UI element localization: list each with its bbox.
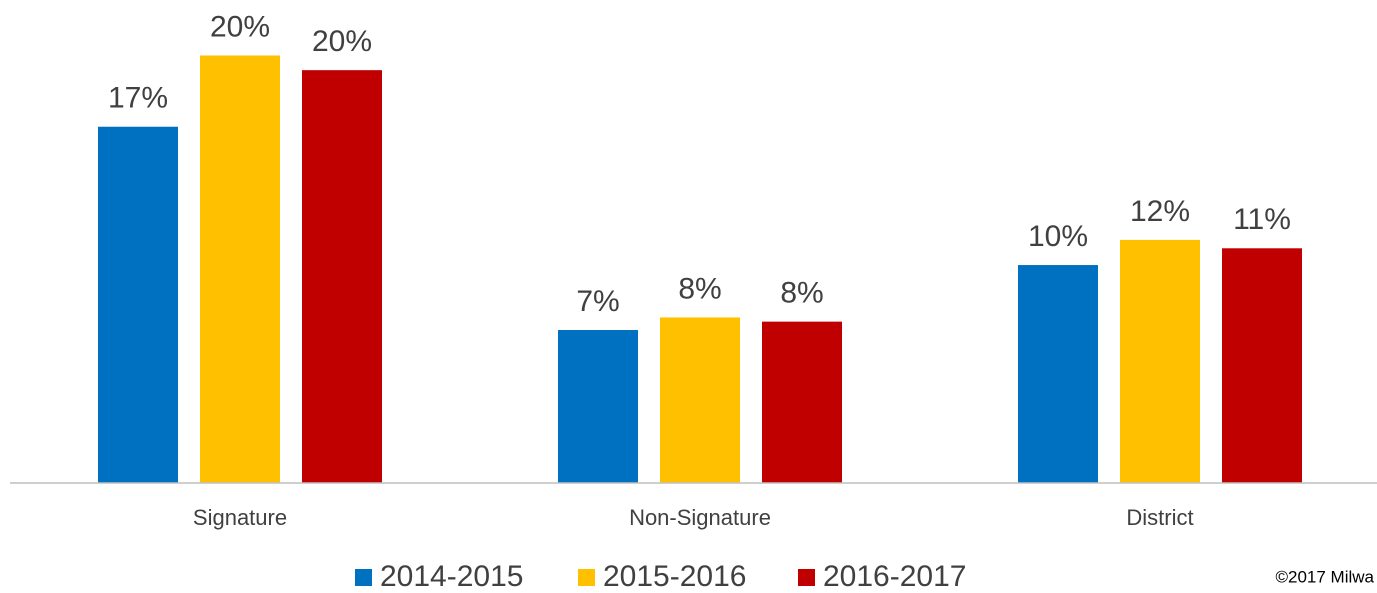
legend-swatch (578, 569, 595, 586)
x-tick-label: Signature (193, 505, 287, 530)
value-label: 10% (1028, 220, 1088, 253)
legend-label: 2014-2015 (380, 560, 523, 593)
value-label: 12% (1130, 195, 1190, 228)
bar (200, 55, 280, 483)
bar (98, 126, 178, 483)
value-label: 11% (1233, 203, 1291, 236)
x-tick-label: District (1126, 505, 1193, 530)
bar (762, 321, 842, 483)
value-label: 7% (576, 285, 619, 318)
bar (1120, 239, 1200, 483)
legend-label: 2016-2017 (823, 560, 966, 593)
legend-swatch (355, 569, 372, 586)
value-label: 8% (678, 272, 721, 305)
value-label: 17% (108, 82, 168, 115)
value-label: 8% (780, 277, 823, 310)
bar (1018, 265, 1098, 483)
bar (660, 317, 740, 483)
bar (1222, 248, 1302, 483)
bar (302, 70, 382, 483)
bar (558, 330, 638, 483)
x-tick-label: Non-Signature (629, 505, 771, 530)
value-label: 20% (312, 25, 372, 58)
legend-swatch (798, 569, 815, 586)
footnote: ©2017 Milwa (1275, 567, 1374, 586)
value-label: 20% (210, 10, 270, 43)
legend-label: 2015-2016 (603, 560, 746, 593)
